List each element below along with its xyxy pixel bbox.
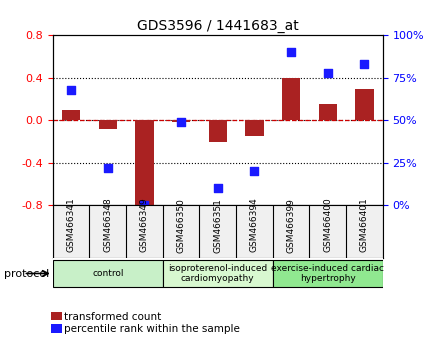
FancyBboxPatch shape (273, 260, 383, 287)
Point (104, 165, 111, 171)
Point (324, 70, 331, 76)
Point (141, 202, 148, 208)
Text: exercise-induced cardiac
hypertrophy: exercise-induced cardiac hypertrophy (271, 264, 384, 283)
Bar (356, 88, 374, 120)
Point (251, 169, 258, 174)
Text: percentile rank within the sample: percentile rank within the sample (64, 324, 240, 333)
Bar (172, 120, 191, 122)
Bar (62, 110, 81, 120)
FancyBboxPatch shape (163, 260, 273, 287)
Title: GDS3596 / 1441683_at: GDS3596 / 1441683_at (137, 19, 299, 33)
Text: control: control (92, 269, 124, 278)
Point (178, 119, 185, 125)
Bar (209, 120, 227, 142)
Bar (282, 78, 300, 120)
FancyBboxPatch shape (53, 260, 163, 287)
Text: isoproterenol-induced
cardiomyopathy: isoproterenol-induced cardiomyopathy (168, 264, 268, 283)
Bar (136, 120, 154, 209)
Point (288, 50, 295, 55)
Text: transformed count: transformed count (64, 312, 161, 322)
Point (214, 185, 221, 191)
Text: protocol: protocol (4, 269, 50, 279)
Bar (246, 120, 264, 136)
Point (361, 62, 368, 67)
Bar (319, 104, 337, 120)
Bar (99, 120, 117, 129)
Point (68, 87, 75, 93)
